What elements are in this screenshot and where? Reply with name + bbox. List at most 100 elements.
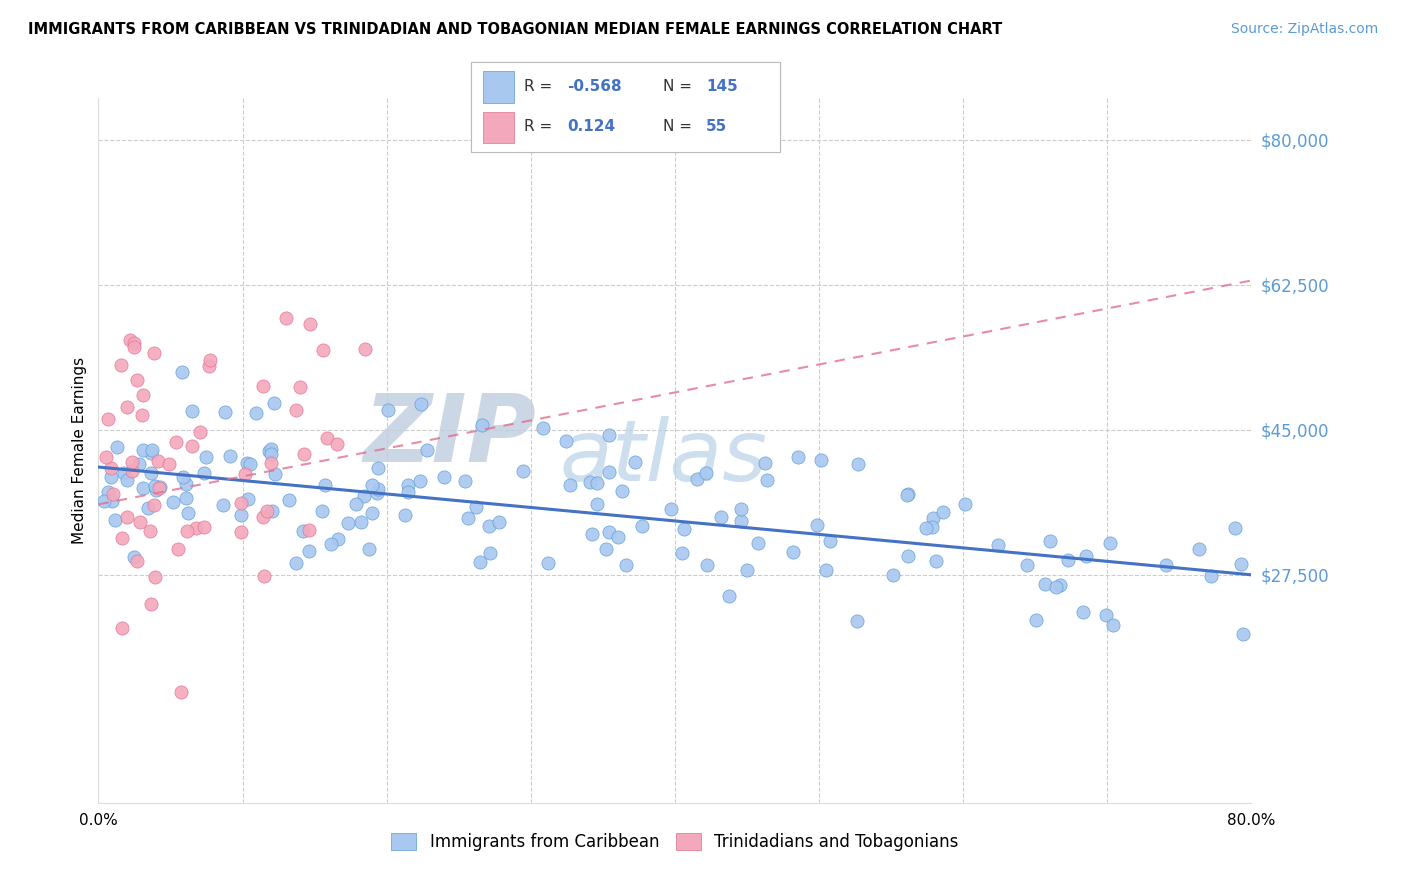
Point [896, 488, 918, 502]
Point [157, 457, 180, 471]
Point [610, 484, 633, 499]
Point [925, 554, 948, 568]
Point [1073, 605, 1095, 619]
Point [595, 542, 617, 557]
Text: -0.568: -0.568 [567, 79, 621, 94]
Point [291, 524, 314, 538]
Point [131, 388, 153, 402]
Point [101, 487, 124, 501]
Point [686, 472, 709, 486]
Point [1229, 558, 1251, 572]
Point [294, 447, 316, 461]
Point [174, 491, 197, 505]
Point [256, 504, 278, 518]
Point [349, 515, 371, 529]
Point [97, 484, 120, 499]
FancyBboxPatch shape [484, 112, 515, 143]
Point [394, 508, 416, 522]
Point [598, 524, 620, 539]
Point [212, 498, 235, 512]
Legend: Immigrants from Caribbean, Trinidadians and Tobagonians: Immigrants from Caribbean, Trinidadians … [385, 826, 965, 858]
Point [1039, 533, 1062, 548]
Point [325, 437, 347, 451]
Point [1033, 577, 1056, 591]
Point [132, 481, 155, 495]
Point [200, 353, 222, 368]
Point [470, 556, 492, 570]
Point [111, 531, 134, 545]
Point [433, 470, 456, 484]
Point [121, 464, 143, 478]
FancyBboxPatch shape [471, 62, 780, 152]
Point [755, 474, 778, 488]
Point [252, 509, 274, 524]
Point [454, 474, 477, 488]
Point [112, 466, 135, 480]
Point [897, 549, 920, 564]
Point [260, 447, 283, 461]
Point [115, 510, 138, 524]
Point [717, 589, 740, 603]
Point [1095, 607, 1118, 622]
Point [915, 521, 938, 535]
Point [101, 494, 124, 508]
Point [139, 524, 162, 539]
Point [1154, 558, 1177, 572]
Point [105, 440, 128, 454]
Point [257, 443, 280, 458]
Point [560, 478, 582, 492]
Point [174, 476, 197, 491]
Point [238, 491, 260, 506]
Point [177, 506, 200, 520]
Point [921, 520, 943, 534]
Point [145, 569, 167, 583]
Point [145, 483, 167, 498]
Point [312, 343, 335, 357]
Point [787, 450, 810, 465]
Point [396, 485, 419, 500]
Point [488, 515, 510, 529]
Point [366, 486, 388, 500]
Point [555, 434, 578, 449]
Point [897, 487, 920, 501]
Point [121, 454, 143, 468]
Point [111, 621, 134, 635]
Point [1199, 569, 1222, 583]
Point [987, 538, 1010, 552]
Point [193, 467, 215, 481]
Point [581, 527, 603, 541]
Point [1045, 580, 1067, 594]
Point [882, 568, 904, 582]
Point [233, 467, 256, 482]
Point [141, 597, 163, 611]
Point [128, 457, 150, 471]
Point [253, 569, 276, 583]
Point [846, 614, 869, 628]
Point [606, 530, 628, 544]
Point [142, 499, 165, 513]
Point [176, 524, 198, 538]
Point [131, 408, 153, 422]
Point [396, 477, 419, 491]
Point [579, 475, 602, 489]
Point [298, 543, 321, 558]
FancyBboxPatch shape [484, 71, 515, 103]
Point [846, 458, 869, 472]
Point [1099, 535, 1122, 549]
Point [730, 514, 752, 528]
Text: 145: 145 [706, 79, 738, 94]
Text: ZIP: ZIP [364, 391, 537, 483]
Point [120, 333, 142, 347]
Point [806, 517, 828, 532]
Point [1101, 618, 1123, 632]
Point [278, 493, 301, 508]
Point [695, 466, 717, 480]
Point [181, 404, 204, 418]
Point [165, 435, 187, 450]
Text: IMMIGRANTS FROM CARIBBEAN VS TRINIDADIAN AND TOBAGONIAN MEDIAN FEMALE EARNINGS C: IMMIGRANTS FROM CARIBBEAN VS TRINIDADIAN… [28, 22, 1002, 37]
Point [367, 482, 389, 496]
Point [344, 497, 367, 511]
Point [231, 508, 253, 522]
Point [671, 546, 693, 560]
Point [311, 503, 333, 517]
